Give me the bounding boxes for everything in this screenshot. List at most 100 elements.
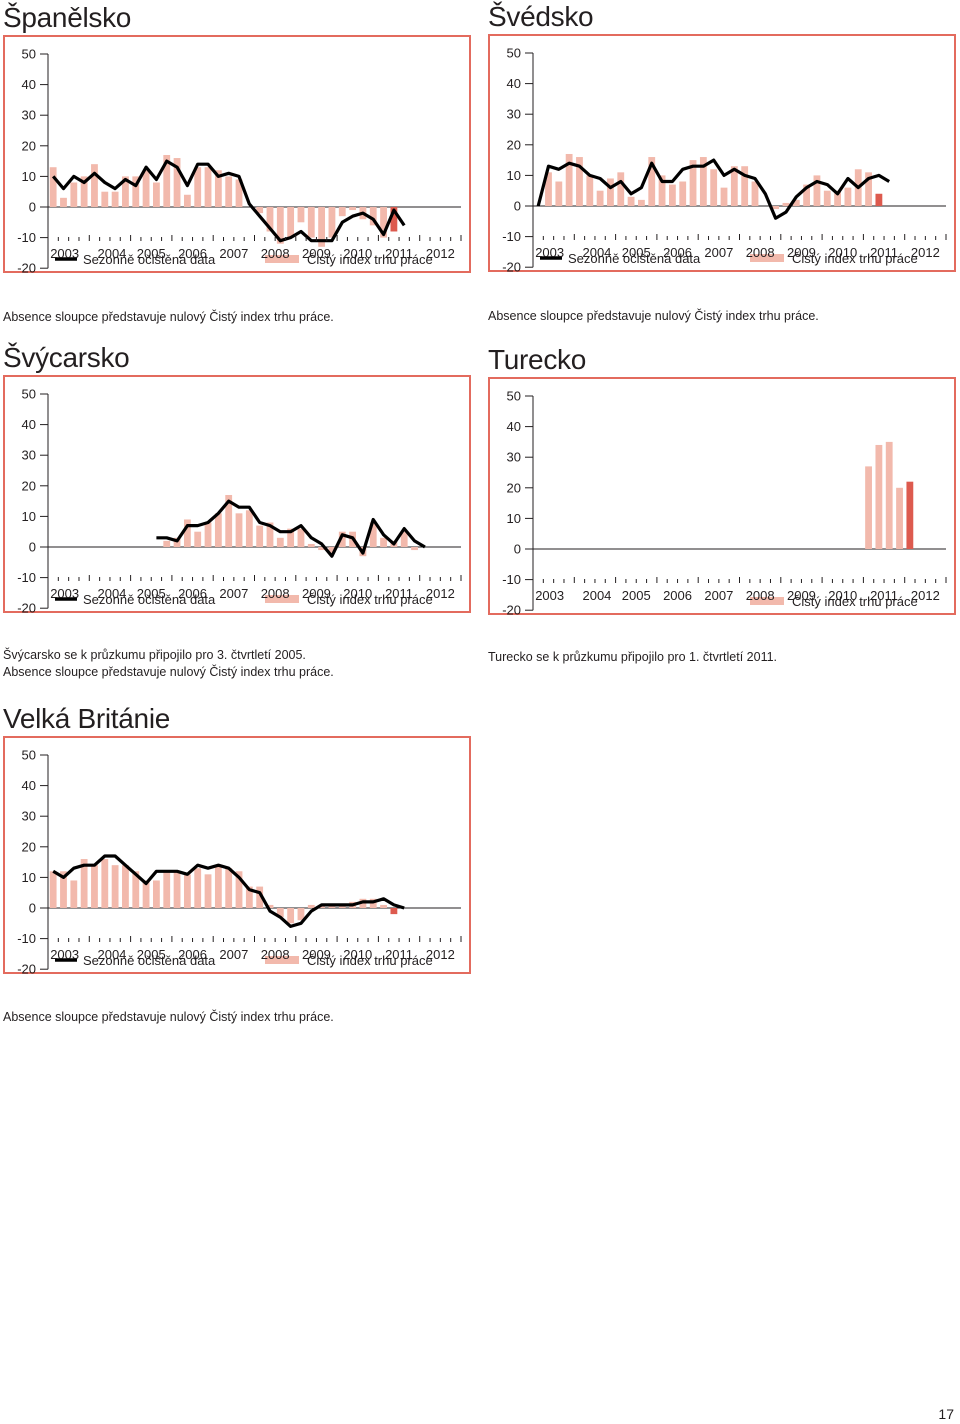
bar <box>204 874 212 908</box>
bar <box>70 880 78 908</box>
bar <box>132 871 140 908</box>
bar <box>235 513 243 547</box>
chart-frame <box>488 34 956 272</box>
x-tick-label: 2008 <box>261 586 290 601</box>
bar <box>865 172 872 206</box>
legend-bar-swatch <box>265 956 299 964</box>
x-tick-label: 2008 <box>261 947 290 962</box>
bar <box>49 871 57 908</box>
y-tick-label: -10 <box>17 931 36 946</box>
y-tick-label: 0 <box>514 542 521 557</box>
bar <box>710 169 718 206</box>
y-tick-label: 10 <box>507 511 521 526</box>
y-tick-label: 20 <box>22 478 36 493</box>
bar <box>183 194 191 207</box>
bar <box>163 540 171 547</box>
bar <box>617 172 625 206</box>
bar <box>173 871 181 908</box>
bar <box>400 531 408 547</box>
panel-spanelsko: Španělsko 50 40 30 20 10 0 -10 -20 Sezonně očišt… <box>3 2 473 332</box>
bar <box>689 160 697 206</box>
series-line <box>156 499 426 558</box>
chart-frame <box>488 377 956 615</box>
y-tick-label: 30 <box>22 809 36 824</box>
bar <box>586 175 594 206</box>
panel-svycarsko: Švýcarsko 50 40 30 20 10 0 -10 -20 Sezonně očišt… <box>3 342 473 682</box>
x-tick-label: 2006 <box>178 246 207 261</box>
bar <box>555 181 563 206</box>
y-tick-label: 10 <box>22 169 36 184</box>
x-tick-label: 2003 <box>50 246 79 261</box>
x-tick-label: 2009 <box>787 588 816 603</box>
bar <box>80 176 88 207</box>
panel-velka-britanie: Velká Británie 50 40 30 20 10 0 -10 -20 Sezonně … <box>3 703 473 1033</box>
legend-bar-label: Čistý index trhu práce <box>792 594 918 609</box>
y-tick-label: 20 <box>507 480 521 495</box>
x-tick-label: 2004 <box>97 246 126 261</box>
bar <box>648 157 656 206</box>
legend-bar-swatch <box>750 254 784 262</box>
y-tick-label: -20 <box>17 962 36 977</box>
bar <box>297 908 305 921</box>
bar <box>338 207 346 217</box>
y-tick-label: 40 <box>507 419 521 434</box>
bar <box>307 543 315 547</box>
x-tick-label: 2005 <box>137 246 166 261</box>
x-tick-label: 2011 <box>385 246 413 261</box>
bar <box>111 191 119 207</box>
x-tick-label: 2010 <box>828 245 857 260</box>
panel-title: Švédsko <box>488 1 594 32</box>
bar <box>101 859 109 908</box>
bar <box>276 207 284 244</box>
panel-turecko: Turecko 50 40 30 20 10 0 -10 -20 Čistý index trh… <box>488 344 958 674</box>
bar <box>699 157 707 206</box>
bar <box>545 172 552 206</box>
y-tick-label: 40 <box>22 417 36 432</box>
bar <box>173 158 181 207</box>
bar <box>607 178 614 206</box>
x-tick-label: 2005 <box>137 586 166 601</box>
panel-title: Velká Británie <box>3 703 171 734</box>
bar <box>782 202 790 206</box>
y-tick-label: -10 <box>17 230 36 245</box>
bar <box>380 537 387 547</box>
x-tick-label: 2012 <box>426 246 455 261</box>
bar <box>328 207 336 238</box>
x-tick-label: 2011 <box>385 947 413 962</box>
bar <box>91 164 98 207</box>
x-tick-label: 2010 <box>343 586 372 601</box>
bar <box>596 190 604 206</box>
bar <box>390 207 398 232</box>
panel-note-2: Absence sloupce představuje nulový Čistý… <box>3 665 334 679</box>
legend-bar-swatch <box>265 255 299 263</box>
x-tick-label: 2003 <box>535 588 564 603</box>
bar <box>183 519 191 547</box>
page-number: 17 <box>938 1406 954 1422</box>
bar <box>91 865 98 908</box>
y-tick-label: -10 <box>17 570 36 585</box>
legend-line-label: Sezonně očištěná data <box>83 953 216 968</box>
y-tick-label: 30 <box>22 448 36 463</box>
bar <box>349 207 356 211</box>
legend-bar-label: Čistý index trhu práce <box>792 251 918 266</box>
bar <box>235 871 243 908</box>
y-tick-label: 50 <box>22 387 36 402</box>
bar <box>875 444 883 549</box>
bar <box>328 547 336 554</box>
x-tick-label: 2010 <box>828 588 857 603</box>
y-tick-label: -10 <box>502 572 521 587</box>
bar <box>390 908 398 915</box>
bar <box>122 176 129 207</box>
x-tick-label: 2005 <box>137 947 166 962</box>
bar <box>142 880 150 908</box>
x-tick-label: 2011 <box>870 245 898 260</box>
x-tick-label: 2003 <box>50 586 79 601</box>
bar <box>627 196 635 206</box>
y-tick-label: -20 <box>502 603 521 618</box>
panel-note-1: Absence sloupce představuje nulový Čistý… <box>3 1010 334 1024</box>
legend-bar-swatch <box>750 597 784 605</box>
bar <box>658 175 666 206</box>
